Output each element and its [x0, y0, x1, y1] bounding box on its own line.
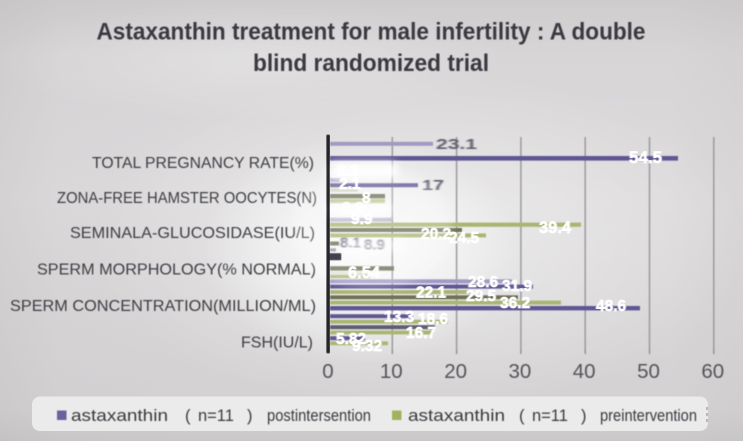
svg-text:48.6: 48.6	[596, 298, 627, 315]
svg-text:5.82: 5.82	[336, 331, 366, 348]
svg-text:(: (	[519, 407, 525, 425]
svg-text:SPERM MORPHOLOGY(% NORMAL): SPERM MORPHOLOGY(% NORMAL)	[37, 262, 316, 279]
svg-text:31.9: 31.9	[502, 278, 533, 295]
svg-text:40: 40	[573, 360, 596, 383]
svg-text:30: 30	[508, 360, 531, 383]
svg-text:n=11: n=11	[198, 407, 234, 425]
svg-text:54.5: 54.5	[629, 148, 662, 167]
svg-text:28.6: 28.6	[468, 274, 499, 291]
svg-text:(: (	[185, 407, 191, 425]
svg-text:FSH(IU/L): FSH(IU/L)	[241, 335, 313, 352]
svg-text:60: 60	[701, 360, 724, 383]
svg-text:n=11: n=11	[532, 407, 568, 425]
svg-text:22.1: 22.1	[416, 285, 447, 302]
svg-text:): )	[581, 407, 587, 425]
svg-text:postintersention: postintersention	[267, 407, 371, 425]
svg-text:23.1: 23.1	[436, 136, 477, 153]
svg-text:SEMINALA-GLUCOSIDASE(IU/L): SEMINALA-GLUCOSIDASE(IU/L)	[70, 225, 315, 242]
svg-text:Astaxanthin treatment for male: Astaxanthin treatment for male infertili…	[97, 19, 646, 46]
svg-text:20: 20	[444, 360, 467, 383]
svg-text:SPERM CONCENTRATION(MILLION/ML: SPERM CONCENTRATION(MILLION/ML)	[10, 298, 316, 315]
svg-text:): )	[247, 407, 253, 425]
svg-text:astaxanthin: astaxanthin	[408, 407, 505, 425]
svg-text:9.32: 9.32	[352, 338, 382, 355]
svg-text:18.6: 18.6	[418, 311, 449, 328]
svg-text:50: 50	[637, 360, 660, 383]
svg-text:ZONA-FREE HAMSTER OOCYTES(N): ZONA-FREE HAMSTER OOCYTES(N)	[57, 190, 317, 207]
svg-text:36.2: 36.2	[500, 295, 530, 312]
svg-text:10: 10	[380, 360, 403, 383]
svg-text:16.7: 16.7	[406, 325, 436, 342]
svg-text:astaxanthin: astaxanthin	[71, 407, 168, 425]
svg-text:TOTAL PREGNANCY RATE(%): TOTAL PREGNANCY RATE(%)	[92, 155, 314, 172]
svg-text:preintervention: preintervention	[600, 407, 697, 425]
svg-text:29.5: 29.5	[466, 288, 497, 305]
svg-text:blind randomized trial: blind randomized trial	[253, 50, 489, 77]
svg-text:39.4: 39.4	[539, 219, 572, 237]
svg-text:24.5: 24.5	[449, 230, 480, 247]
svg-text:0: 0	[322, 360, 333, 383]
svg-text:13.3: 13.3	[384, 309, 415, 326]
